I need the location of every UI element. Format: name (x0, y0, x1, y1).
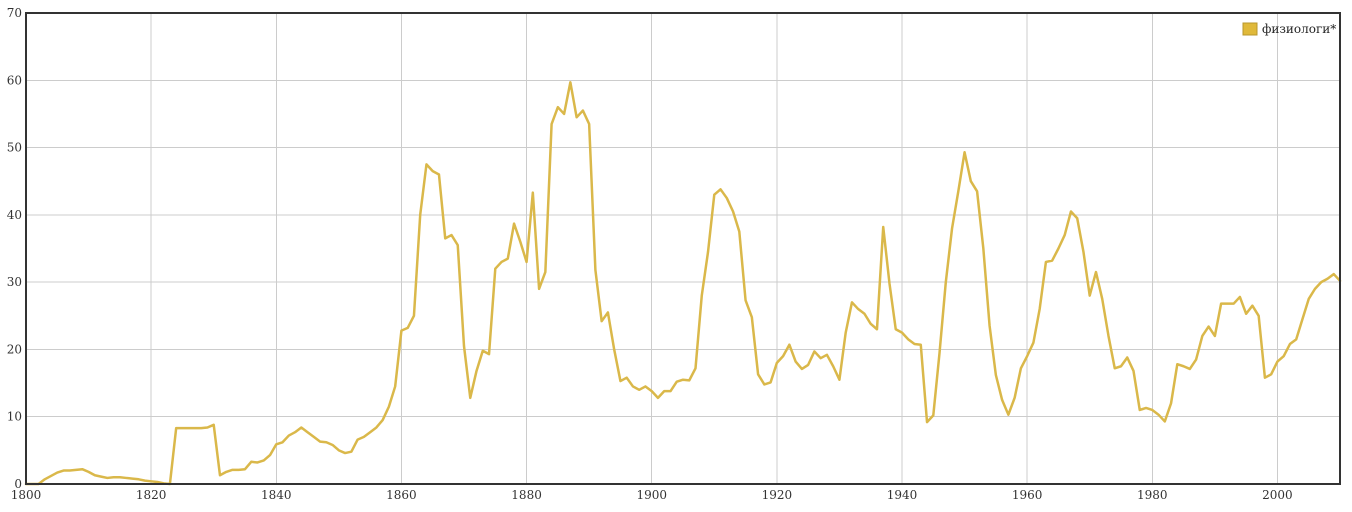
y-tick-label: 30 (7, 275, 22, 289)
legend-label: физиологи* (1262, 22, 1336, 36)
y-axis-ticks: 0 10 20 30 40 50 60 70 (7, 6, 22, 491)
plot-frame (25, 12, 1341, 485)
y-tick-label: 60 (7, 73, 22, 87)
x-tick-label: 1800 (11, 488, 42, 502)
legend-swatch (1242, 22, 1258, 36)
x-tick-label: 2000 (1262, 488, 1293, 502)
x-tick-label: 1860 (386, 488, 417, 502)
x-axis-ticks: 1800 1820 1840 1860 1880 1900 1920 1940 1960 1980… (11, 488, 1293, 502)
legend: физиологи* (1242, 22, 1336, 36)
y-tick-label: 20 (7, 342, 22, 356)
y-tick-label: 10 (7, 410, 22, 424)
grid-lines (25, 12, 1340, 485)
x-tick-label: 1900 (636, 488, 667, 502)
x-tick-label: 1980 (1137, 488, 1168, 502)
y-tick-label: 70 (7, 6, 22, 20)
y-tick-label: 40 (7, 208, 22, 222)
x-tick-label: 1820 (136, 488, 167, 502)
y-tick-label: 50 (7, 141, 22, 155)
series-group (24, 81, 1342, 486)
x-tick-label: 1960 (1012, 488, 1043, 502)
series-line (24, 81, 1342, 486)
y-tick-label: 0 (14, 477, 22, 491)
x-tick-label: 1880 (511, 488, 542, 502)
x-tick-label: 1920 (762, 488, 793, 502)
x-tick-label: 1940 (887, 488, 918, 502)
x-tick-label: 1840 (261, 488, 292, 502)
